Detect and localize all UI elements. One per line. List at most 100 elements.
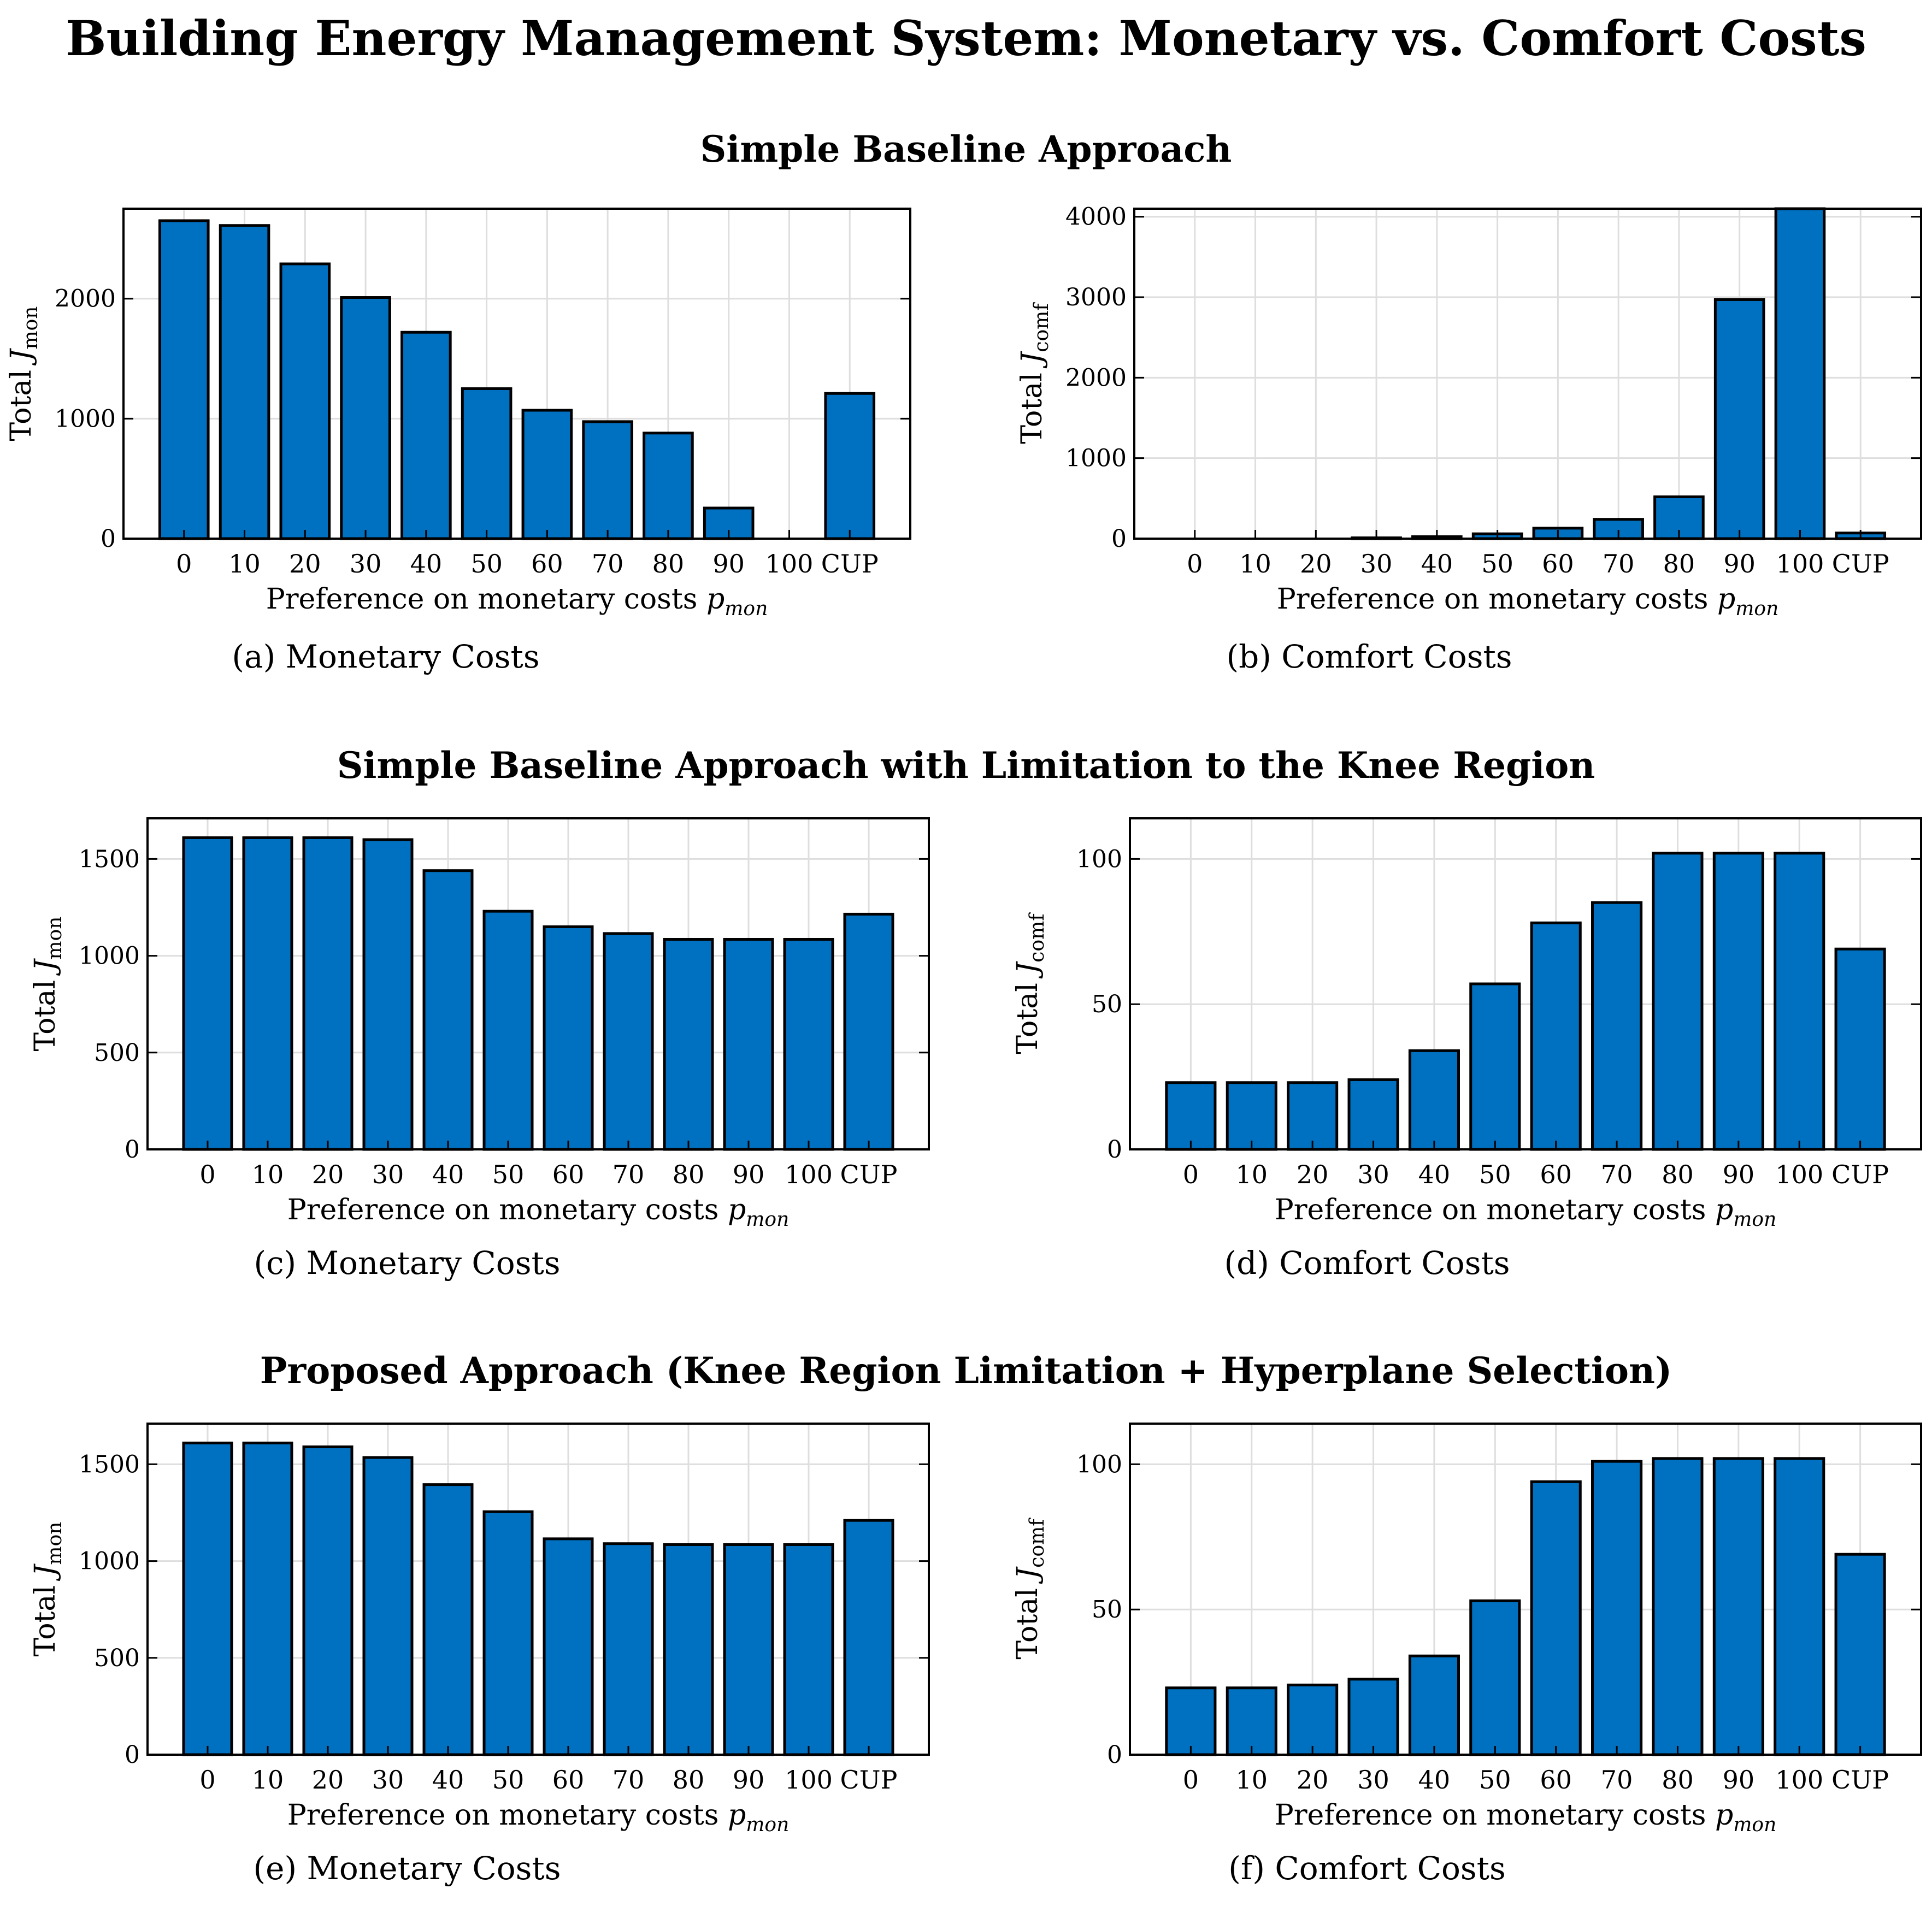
bar-CUP bbox=[843, 912, 894, 1151]
x-tick-label: 70 bbox=[612, 1160, 645, 1189]
y-tick-label: 1000 bbox=[79, 942, 140, 970]
x-tick-label: 30 bbox=[1357, 1765, 1389, 1795]
x-tick-label: 90 bbox=[733, 1160, 765, 1189]
panel-caption: (f) Comfort Costs bbox=[1228, 1850, 1505, 1887]
bar-60 bbox=[521, 409, 573, 540]
bar-20 bbox=[1287, 1683, 1339, 1756]
y-tick-label: 0 bbox=[125, 1741, 140, 1769]
x-tick-label: 40 bbox=[410, 549, 443, 579]
x-tick-label: 0 bbox=[1183, 1160, 1199, 1189]
bar-90 bbox=[723, 937, 774, 1151]
x-tick-label: 90 bbox=[712, 549, 745, 579]
x-tick-label: 10 bbox=[1235, 1160, 1268, 1189]
panel-caption: (b) Comfort Costs bbox=[1226, 638, 1512, 675]
x-tick-label: 70 bbox=[1601, 1160, 1633, 1189]
x-tick-label: 40 bbox=[1421, 549, 1453, 579]
y-tick-label: 0 bbox=[1107, 1136, 1122, 1164]
bar-CUP bbox=[843, 1519, 894, 1756]
x-tick-label: 60 bbox=[552, 1160, 585, 1189]
x-tick-label: 40 bbox=[1418, 1160, 1451, 1189]
chart-panel-b: 0 1000 2000 3000 4000 0 10 20 30 40 50 60 70 80 90 100 C… bbox=[1016, 203, 1922, 675]
y-tick-label: 100 bbox=[1076, 1450, 1122, 1478]
x-tick-label: 100 bbox=[1775, 1160, 1823, 1189]
bar-10 bbox=[1226, 1081, 1277, 1151]
x-tick-label: CUP bbox=[840, 1160, 898, 1189]
x-tick-label: 90 bbox=[1723, 549, 1756, 579]
bar-90 bbox=[723, 1543, 774, 1756]
x-tick-label: 90 bbox=[733, 1765, 765, 1795]
x-tick-label: 40 bbox=[432, 1765, 464, 1795]
x-tick-label: 20 bbox=[1300, 549, 1332, 579]
x-tick-label: 80 bbox=[1662, 1160, 1694, 1189]
axes-frame bbox=[1129, 1423, 1922, 1756]
y-tick-label: 3000 bbox=[1065, 284, 1127, 311]
x-tick-label: 10 bbox=[1235, 1765, 1268, 1795]
bar-50 bbox=[1469, 1599, 1521, 1756]
x-tick-label: 0 bbox=[199, 1160, 215, 1189]
panel-caption: (a) Monetary Costs bbox=[232, 638, 539, 675]
bar-80 bbox=[663, 937, 714, 1151]
bar-CUP bbox=[1834, 947, 1886, 1151]
y-axis-label: Total Jcomf bbox=[1011, 1518, 1049, 1660]
y-tick-label: 1000 bbox=[55, 405, 116, 433]
panel-caption: (c) Monetary Costs bbox=[254, 1244, 560, 1282]
bar-70 bbox=[603, 1542, 654, 1756]
x-tick-label: 80 bbox=[673, 1765, 705, 1795]
y-tick-label: 1000 bbox=[1065, 445, 1127, 473]
bar-30 bbox=[362, 1456, 414, 1756]
y-axis-label: Total Jmon bbox=[29, 1522, 66, 1657]
bar-CUP bbox=[1834, 1553, 1886, 1756]
bar-90 bbox=[1712, 852, 1764, 1151]
bar-100 bbox=[783, 1543, 834, 1756]
bar-10 bbox=[242, 1441, 293, 1756]
y-tick-label: 0 bbox=[1111, 525, 1127, 553]
y-tick-label: 1500 bbox=[79, 845, 140, 873]
section-title-baseline: Simple Baseline Approach bbox=[700, 128, 1232, 170]
bar-20 bbox=[1287, 1081, 1339, 1151]
bar-80 bbox=[643, 432, 694, 540]
y-tick-label: 0 bbox=[1107, 1741, 1122, 1769]
x-tick-label: 20 bbox=[312, 1160, 344, 1189]
x-tick-label: 80 bbox=[1663, 549, 1695, 579]
y-tick-label: 500 bbox=[94, 1644, 140, 1672]
chart-panel-d: 0 50 100 0 10 20 30 40 50 60 70 80 90 100 CUP Preferenc… bbox=[1011, 817, 1922, 1282]
bar-70 bbox=[582, 420, 633, 540]
x-tick-label: CUP bbox=[1831, 1765, 1889, 1795]
y-tick-label: 50 bbox=[1092, 1596, 1122, 1624]
x-tick-label: 70 bbox=[1603, 549, 1635, 579]
x-tick-label: 0 bbox=[1187, 549, 1203, 579]
bar-40 bbox=[422, 1483, 474, 1756]
bar-30 bbox=[1347, 1078, 1399, 1151]
y-tick-label: 1000 bbox=[79, 1548, 140, 1575]
x-tick-label: 100 bbox=[785, 1765, 833, 1795]
x-tick-label: 80 bbox=[673, 1160, 705, 1189]
y-axis-label: Total Jmon bbox=[29, 917, 66, 1052]
bar-0 bbox=[182, 1441, 233, 1756]
x-tick-label: 60 bbox=[1540, 1160, 1572, 1189]
x-tick-label: 50 bbox=[1479, 1765, 1511, 1795]
x-tick-label: 60 bbox=[531, 549, 563, 579]
bar-60 bbox=[1530, 1480, 1582, 1756]
panel-caption: (e) Monetary Costs bbox=[254, 1850, 561, 1887]
y-tick-label: 0 bbox=[101, 525, 116, 553]
x-tick-label: 30 bbox=[350, 549, 382, 579]
bar-50 bbox=[461, 387, 513, 540]
axes-frame bbox=[1129, 817, 1922, 1150]
chart-panel-e: 0 500 1000 1500 0 10 20 30 40 50 60 70 80 90 100 CUP Pre… bbox=[29, 1423, 930, 1887]
x-tick-label: 30 bbox=[1357, 1160, 1389, 1189]
x-tick-label: CUP bbox=[1832, 549, 1889, 579]
x-tick-label: 30 bbox=[1360, 549, 1393, 579]
bar-90 bbox=[1712, 1457, 1764, 1756]
x-axis-label: Preference on monetary costs pmon bbox=[1275, 1799, 1777, 1836]
bar-50 bbox=[482, 910, 534, 1151]
x-tick-label: 10 bbox=[228, 549, 261, 579]
x-tick-label: 70 bbox=[592, 549, 624, 579]
bar-30 bbox=[362, 838, 414, 1151]
x-tick-label: 20 bbox=[289, 549, 321, 579]
bar-20 bbox=[302, 1445, 354, 1756]
bar-0 bbox=[1165, 1686, 1217, 1756]
bar-40 bbox=[1408, 1654, 1460, 1756]
bar-10 bbox=[219, 224, 270, 540]
axes-frame bbox=[146, 1423, 930, 1756]
